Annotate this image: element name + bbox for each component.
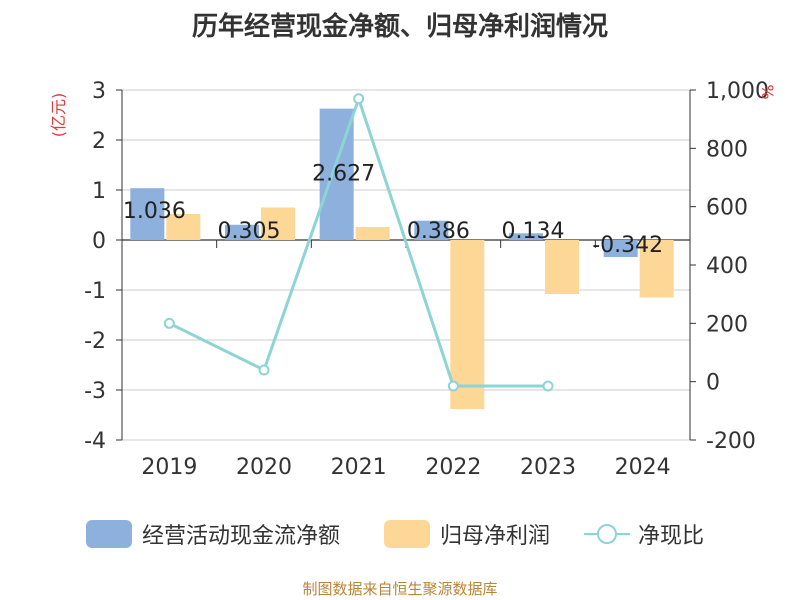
- data-label-cash-flow: 0.305: [218, 219, 281, 244]
- legend-label-cash-flow: 经营活动现金流净额: [142, 524, 341, 549]
- bar-cash-flow: [509, 233, 543, 240]
- ratio-point: [542, 380, 554, 392]
- left-axis-tick-label: 3: [92, 79, 106, 104]
- data-label-cash-flow: 0.134: [502, 219, 565, 244]
- x-axis-tick-label: 2024: [615, 455, 671, 480]
- legend-item-net-profit[interactable]: 归母净利润: [384, 516, 550, 552]
- left-axis-tick-label: 1: [92, 179, 106, 204]
- ratio-point: [447, 380, 459, 392]
- bar-cash-flow: [603, 240, 638, 258]
- ratio-point: [258, 364, 270, 376]
- data-labels: 1.036 0.305 2.627 0.386 0.134 -0.342: [123, 162, 663, 258]
- bar-net-profit: [639, 240, 674, 298]
- legend-line-ratio-icon: [584, 520, 630, 548]
- left-axis-tick-label: 0: [92, 229, 106, 254]
- x-axis-tick-label: 2019: [141, 455, 197, 480]
- x-axis-tick-label: 2022: [425, 455, 481, 480]
- right-axis-tick-label: 800: [706, 137, 748, 162]
- left-axis-tick-label: 2: [92, 129, 106, 154]
- ratio-point: [163, 317, 175, 329]
- legend-item-ratio[interactable]: 净现比: [584, 516, 704, 552]
- legend-label-net-profit: 归母净利润: [440, 524, 551, 549]
- bar-cash-flow: [414, 220, 449, 240]
- ratio-point: [353, 93, 365, 105]
- ratio-line-series: [163, 93, 554, 392]
- bar-cash-flow: [130, 188, 165, 240]
- bar-net-profit: [450, 240, 485, 409]
- data-label-cash-flow: 2.627: [312, 162, 375, 187]
- legend: 经营活动现金流净额 归母净利润 净现比: [0, 516, 800, 552]
- legend-item-cash-flow[interactable]: 经营活动现金流净额: [86, 516, 340, 552]
- left-axis-label: (亿元): [49, 93, 68, 138]
- chart-title: 历年经营现金净额、归母净利润情况: [191, 12, 608, 42]
- right-axis-tick-label: 0: [706, 371, 720, 396]
- legend-label-ratio: 净现比: [638, 524, 705, 549]
- left-axis-tick-label: -1: [84, 279, 106, 304]
- right-axis-tick-label: -200: [706, 429, 756, 454]
- grid-lines: [122, 89, 690, 441]
- x-axis-tick-label: 2023: [520, 455, 576, 480]
- bar-net-profit: [545, 240, 579, 294]
- right-axis-tick-label: 1,000: [706, 79, 769, 104]
- x-axis-tick-label: 2021: [331, 455, 387, 480]
- bar-net-profit: [355, 227, 390, 240]
- x-axis-tick-label: 2020: [236, 455, 292, 480]
- left-axis-tick-label: -2: [84, 329, 106, 354]
- bar-cash-flow: [225, 224, 259, 240]
- right-axis-label: %: [758, 84, 777, 99]
- legend-swatch-net-profit: [384, 520, 430, 548]
- data-label-cash-flow: 0.386: [407, 219, 470, 244]
- bar-net-profit: [261, 207, 295, 240]
- bar-net-profit: [166, 214, 201, 240]
- legend-swatch-cash-flow: [86, 520, 132, 548]
- left-axis-tick-label: -4: [84, 429, 106, 454]
- axes: 3 2 1 0 -1 -2 -3 -4 1,000 800 600 400 200 0 -200 (亿元)% 2…: [49, 79, 777, 480]
- left-axis-tick-label: -3: [84, 379, 106, 404]
- data-label-cash-flow: 1.036: [123, 199, 186, 224]
- right-axis-tick-label: 200: [706, 312, 748, 337]
- source-note: 制图数据来自恒生聚源数据库: [302, 580, 498, 598]
- right-axis-tick-label: 400: [706, 254, 748, 279]
- bar-series: [130, 108, 674, 409]
- data-label-cash-flow: -0.342: [592, 233, 663, 258]
- right-axis-tick-label: 600: [706, 196, 748, 221]
